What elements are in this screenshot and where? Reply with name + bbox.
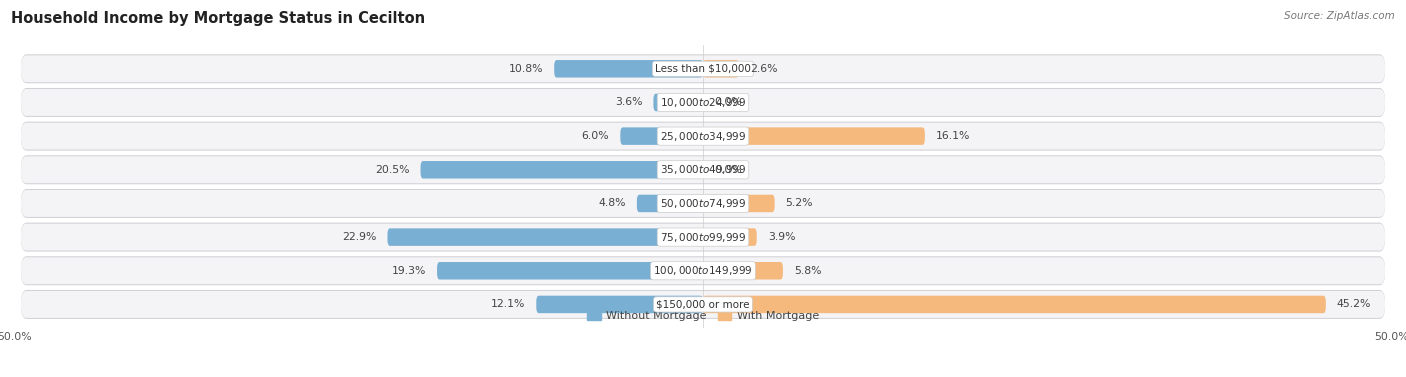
FancyBboxPatch shape — [21, 54, 1385, 83]
FancyBboxPatch shape — [388, 228, 703, 246]
Legend: Without Mortgage, With Mortgage: Without Mortgage, With Mortgage — [582, 306, 824, 325]
FancyBboxPatch shape — [703, 60, 738, 78]
FancyBboxPatch shape — [21, 256, 1385, 285]
Text: Less than $10,000: Less than $10,000 — [655, 64, 751, 74]
Text: Source: ZipAtlas.com: Source: ZipAtlas.com — [1284, 11, 1395, 21]
Text: 5.2%: 5.2% — [786, 198, 813, 208]
FancyBboxPatch shape — [21, 190, 1385, 217]
FancyBboxPatch shape — [620, 127, 703, 145]
FancyBboxPatch shape — [21, 224, 1385, 251]
FancyBboxPatch shape — [703, 296, 1326, 313]
Text: $10,000 to $24,999: $10,000 to $24,999 — [659, 96, 747, 109]
FancyBboxPatch shape — [21, 89, 1385, 116]
FancyBboxPatch shape — [420, 161, 703, 179]
FancyBboxPatch shape — [703, 127, 925, 145]
Text: 10.8%: 10.8% — [509, 64, 543, 74]
FancyBboxPatch shape — [21, 291, 1385, 318]
Text: 5.8%: 5.8% — [794, 266, 821, 276]
Text: 22.9%: 22.9% — [342, 232, 377, 242]
FancyBboxPatch shape — [21, 155, 1385, 184]
Text: 16.1%: 16.1% — [936, 131, 970, 141]
FancyBboxPatch shape — [21, 122, 1385, 150]
FancyBboxPatch shape — [21, 189, 1385, 218]
FancyBboxPatch shape — [703, 228, 756, 246]
Text: 3.9%: 3.9% — [768, 232, 796, 242]
Text: $150,000 or more: $150,000 or more — [657, 299, 749, 310]
Text: 20.5%: 20.5% — [375, 165, 409, 175]
FancyBboxPatch shape — [21, 156, 1385, 183]
FancyBboxPatch shape — [637, 195, 703, 212]
FancyBboxPatch shape — [21, 257, 1385, 284]
FancyBboxPatch shape — [21, 55, 1385, 82]
FancyBboxPatch shape — [654, 94, 703, 111]
Text: $100,000 to $149,999: $100,000 to $149,999 — [654, 264, 752, 277]
Text: 0.0%: 0.0% — [714, 98, 742, 107]
Text: 3.6%: 3.6% — [614, 98, 643, 107]
FancyBboxPatch shape — [21, 223, 1385, 251]
Text: 45.2%: 45.2% — [1337, 299, 1371, 310]
FancyBboxPatch shape — [437, 262, 703, 279]
Text: 0.0%: 0.0% — [714, 165, 742, 175]
Text: $35,000 to $49,999: $35,000 to $49,999 — [659, 163, 747, 176]
Text: 6.0%: 6.0% — [582, 131, 609, 141]
FancyBboxPatch shape — [554, 60, 703, 78]
FancyBboxPatch shape — [703, 262, 783, 279]
FancyBboxPatch shape — [21, 290, 1385, 319]
Text: $25,000 to $34,999: $25,000 to $34,999 — [659, 130, 747, 143]
Text: 2.6%: 2.6% — [749, 64, 778, 74]
FancyBboxPatch shape — [21, 88, 1385, 117]
Text: $75,000 to $99,999: $75,000 to $99,999 — [659, 231, 747, 244]
FancyBboxPatch shape — [703, 195, 775, 212]
FancyBboxPatch shape — [536, 296, 703, 313]
Text: Household Income by Mortgage Status in Cecilton: Household Income by Mortgage Status in C… — [11, 11, 426, 26]
Text: 4.8%: 4.8% — [599, 198, 626, 208]
Text: $50,000 to $74,999: $50,000 to $74,999 — [659, 197, 747, 210]
FancyBboxPatch shape — [21, 123, 1385, 150]
Text: 12.1%: 12.1% — [491, 299, 526, 310]
Text: 19.3%: 19.3% — [392, 266, 426, 276]
